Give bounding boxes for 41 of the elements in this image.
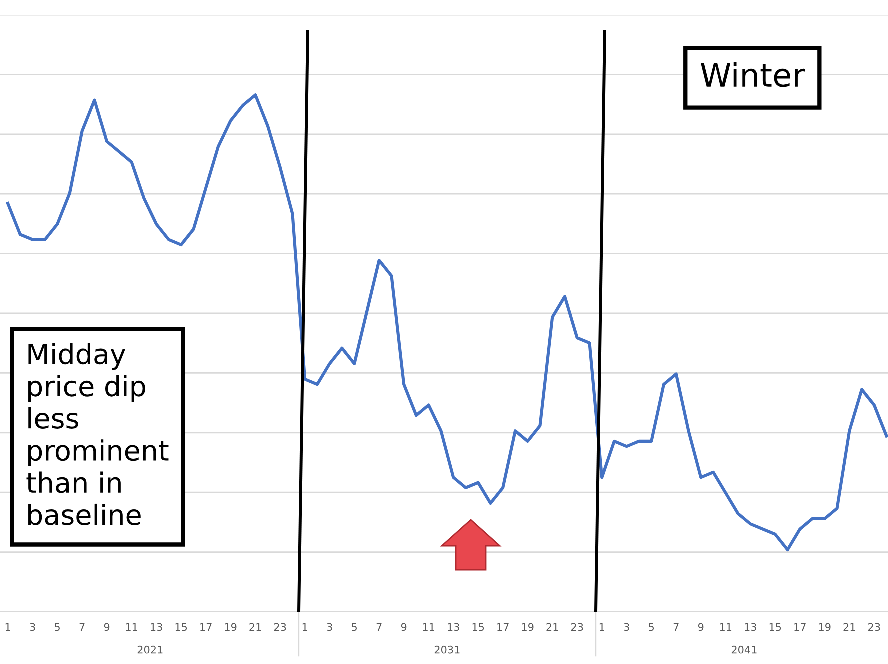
- x-tick-label: 1: [302, 623, 308, 632]
- x-tick-label: 3: [30, 623, 36, 632]
- x-tick-label: 11: [720, 623, 732, 632]
- x-tick-label: 7: [80, 623, 85, 632]
- x-tick-label: 13: [151, 623, 162, 632]
- x-tick-label: 13: [745, 623, 756, 632]
- x-tick-label: 9: [104, 623, 110, 632]
- x-tick-label: 7: [674, 623, 679, 632]
- x-tick-label: 9: [698, 623, 704, 632]
- text: 2031: [434, 646, 460, 654]
- x-tick-label: 3: [624, 623, 630, 632]
- x-tick-label: 11: [126, 623, 138, 632]
- x-tick-label: 19: [522, 623, 534, 632]
- x-tick-label: 21: [250, 623, 262, 632]
- x-tick-label: 17: [498, 623, 509, 632]
- x-tick-label: 23: [274, 623, 286, 632]
- x-tick-label: 19: [225, 623, 237, 632]
- text: 2021: [138, 646, 163, 654]
- x-tick-label: 1: [6, 623, 10, 632]
- x-tick-label: 5: [55, 623, 60, 632]
- x-tick-label: 7: [376, 623, 382, 632]
- x-tick-label: 5: [352, 623, 357, 632]
- x-tick-label: 17: [200, 623, 212, 632]
- x-tick-label: 3: [327, 623, 332, 632]
- x-tick-label: 5: [649, 623, 654, 632]
- x-tick-label: 17: [794, 623, 806, 632]
- x-tick-label: 11: [423, 623, 435, 632]
- x-tick-label: 15: [472, 623, 484, 632]
- text: Winter: [701, 62, 806, 88]
- x-tick-label: 13: [448, 623, 460, 632]
- x-tick-label: 1: [600, 623, 604, 632]
- x-tick-label: 15: [176, 623, 188, 632]
- x-tick-label: 9: [401, 623, 407, 632]
- x-tick-label: 21: [546, 623, 558, 632]
- x-tick-label: 21: [844, 623, 856, 632]
- x-tick-label: 19: [819, 623, 831, 632]
- annotation: Midday price dip less prominent than in baseline: [26, 343, 169, 526]
- x-tick-label: 23: [571, 623, 584, 632]
- text: 2041: [732, 646, 757, 654]
- x-tick-label: 23: [868, 623, 880, 632]
- x-tick-label: 15: [770, 623, 782, 632]
